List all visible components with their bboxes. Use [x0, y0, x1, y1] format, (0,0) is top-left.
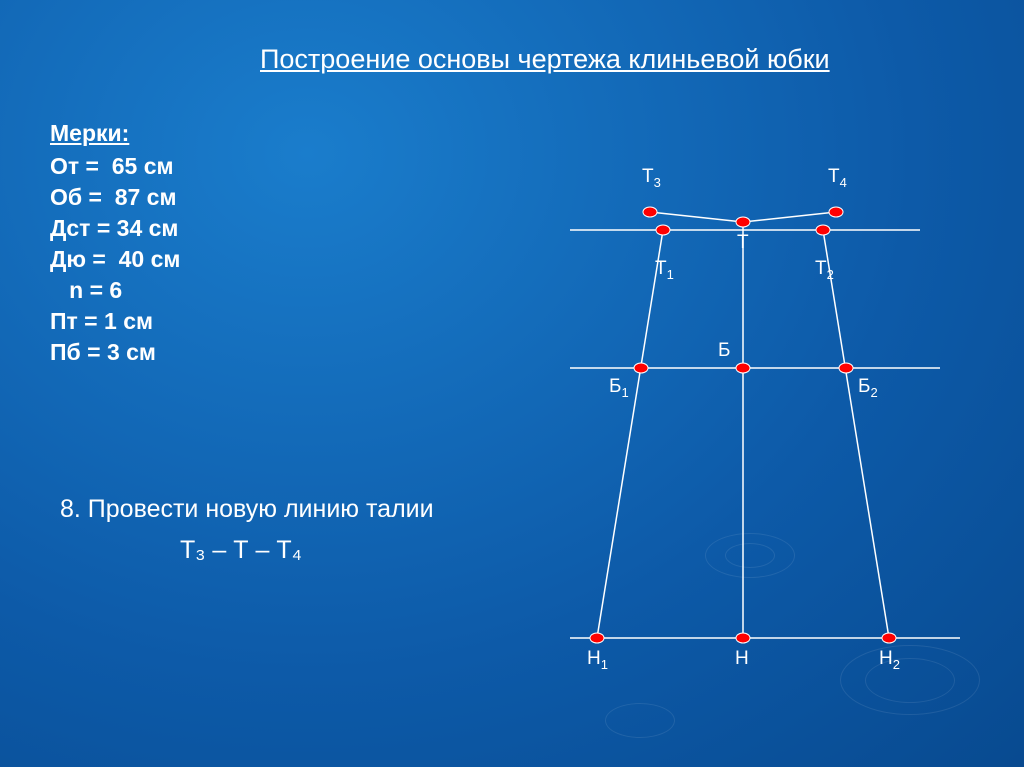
- page-title: Построение основы чертежа клиньевой юбки: [260, 44, 830, 75]
- ripple: [705, 533, 795, 578]
- measurement-line: Пб = 3 см: [50, 339, 180, 366]
- point-label-T3: Т3: [642, 166, 661, 190]
- point-label-B2: Б2: [858, 376, 878, 400]
- measurement-line: Об = 87 см: [50, 184, 180, 211]
- point-label-T1: Т1: [655, 258, 674, 282]
- skirt-diagram: ТТ1Т2Т3Т4ББ1Б2НН1Н2: [530, 170, 980, 680]
- ripple: [605, 703, 675, 738]
- measurement-line: От = 65 см: [50, 153, 180, 180]
- step-text: 8. Провести новую линию талии: [60, 495, 434, 524]
- point-label-B1: Б1: [609, 376, 629, 400]
- point-label-T2: Т2: [815, 258, 834, 282]
- point-label-T4: Т4: [828, 166, 847, 190]
- step-formula: Т₃ – Т – Т₄: [180, 536, 434, 565]
- step-block: 8. Провести новую линию талии Т₃ – Т – Т…: [60, 495, 434, 565]
- point-label-N1: Н1: [587, 648, 608, 672]
- measurement-line: Дю = 40 см: [50, 246, 180, 273]
- measurement-line: Дст = 34 см: [50, 215, 180, 242]
- measurement-line: Пт = 1 см: [50, 308, 180, 335]
- measurements-block: Мерки: От = 65 см Об = 87 см Дст = 34 см Дю…: [50, 120, 180, 370]
- point-label-N: Н: [735, 648, 749, 670]
- point-label-T: Т: [737, 232, 749, 254]
- ripple: [840, 645, 980, 715]
- measurements-list: От = 65 см Об = 87 см Дст = 34 см Дю = 40 с…: [50, 153, 180, 366]
- measurement-line: n = 6: [50, 277, 180, 304]
- measurements-header: Мерки:: [50, 120, 180, 147]
- diagram-svg: [530, 170, 980, 680]
- point-label-B: Б: [718, 340, 730, 362]
